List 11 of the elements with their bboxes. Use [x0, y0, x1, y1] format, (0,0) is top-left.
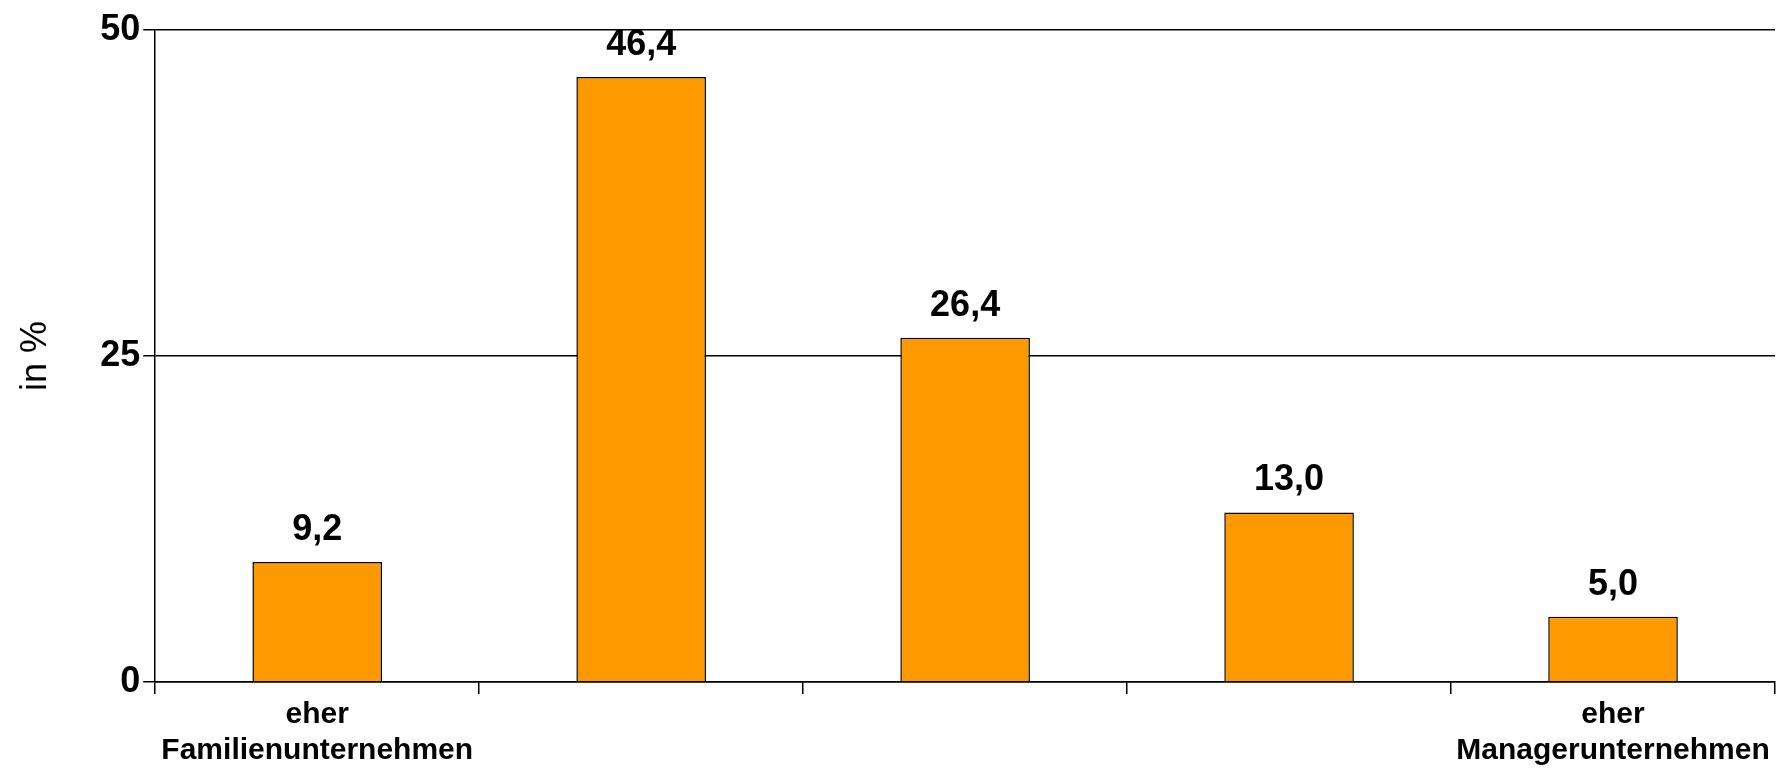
data-label: 9,2: [292, 506, 343, 548]
y-tick-label: 0: [120, 658, 141, 700]
data-label: 13,0: [1254, 457, 1325, 499]
data-label: 26,4: [930, 282, 1001, 324]
x-tick-label: eher Familienunternehmen: [161, 696, 474, 766]
y-axis-title: in %: [12, 320, 54, 392]
x-tick-label: eher Managerunternehmen: [1456, 696, 1770, 766]
y-tick-label: 25: [100, 332, 141, 374]
y-tick-label: 50: [100, 6, 141, 48]
data-label: 5,0: [1588, 561, 1639, 603]
data-label: 46,4: [606, 21, 677, 63]
